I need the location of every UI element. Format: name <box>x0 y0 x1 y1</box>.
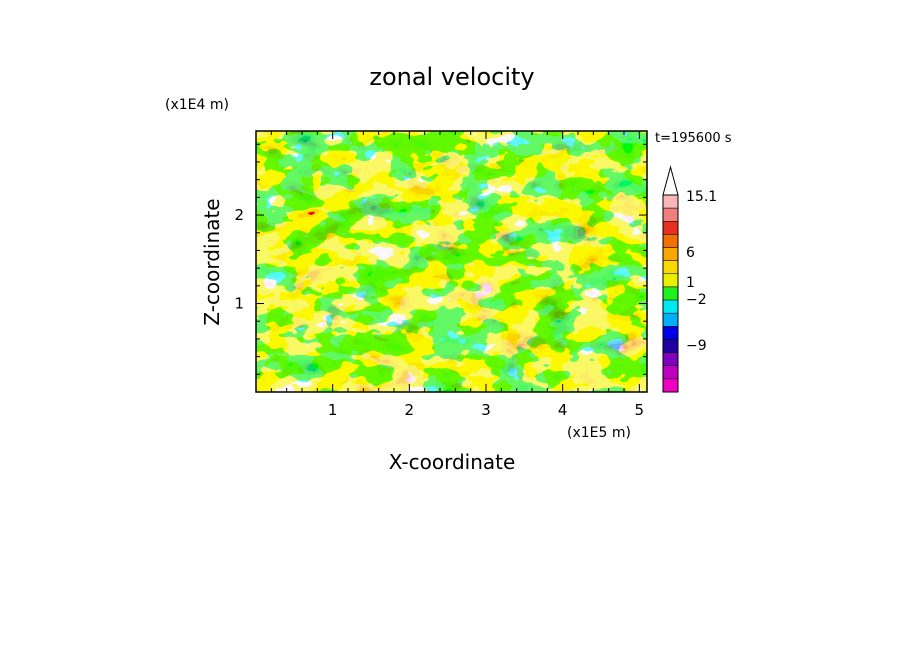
plot-area <box>256 131 647 392</box>
x-axis: 1 2 3 4 5 <box>255 131 645 419</box>
colorbar-arrow <box>662 165 679 196</box>
colorbar-band <box>662 260 679 275</box>
colorbar-band <box>662 234 679 248</box>
colorbar-label: 1 <box>686 275 695 291</box>
y-unit-label: (x1E4 m) <box>165 97 229 113</box>
plot-frame <box>255 130 648 393</box>
y-axis-label: Z-coordinate <box>200 198 224 325</box>
x-axis-label: X-coordinate <box>389 450 516 474</box>
x-tick-label: 4 <box>558 401 568 419</box>
y-tick-label: 2 <box>234 206 244 224</box>
colorbar: 15.1 6 1−2 −9 <box>662 165 717 393</box>
chart-title: zonal velocity <box>369 63 534 91</box>
x-tick-label: 5 <box>635 401 645 419</box>
colorbar-frame <box>662 194 679 393</box>
colorbar-band <box>662 194 679 209</box>
colorbar-band <box>662 365 679 380</box>
colorbar-label: 6 <box>686 245 695 261</box>
colorbar-band <box>662 378 679 393</box>
colorbar-band <box>662 299 679 314</box>
x-tick-label: 2 <box>405 401 415 419</box>
x-tick-label: 1 <box>328 401 338 419</box>
x-unit-label: (x1E5 m) <box>567 425 631 441</box>
colorbar-band <box>662 221 679 235</box>
colorbar-band <box>662 207 679 222</box>
colorbar-label: −9 <box>686 338 707 354</box>
colorbar-band <box>662 247 679 261</box>
colorbar-label: 15.1 <box>686 189 717 205</box>
colorbar-label: −2 <box>686 292 707 308</box>
y-axis: 12 <box>234 143 647 393</box>
time-label: t=195600 s <box>655 131 732 146</box>
colorbar-band <box>662 312 679 327</box>
x-tick-label: 3 <box>481 401 491 419</box>
colorbar-band <box>662 339 679 353</box>
colorbar-band <box>662 286 679 301</box>
y-tick-label: 1 <box>234 295 244 313</box>
colorbar-band <box>662 326 679 340</box>
colorbar-band <box>662 352 679 366</box>
heatmap-field <box>256 131 647 392</box>
colorbar-band <box>662 273 679 288</box>
